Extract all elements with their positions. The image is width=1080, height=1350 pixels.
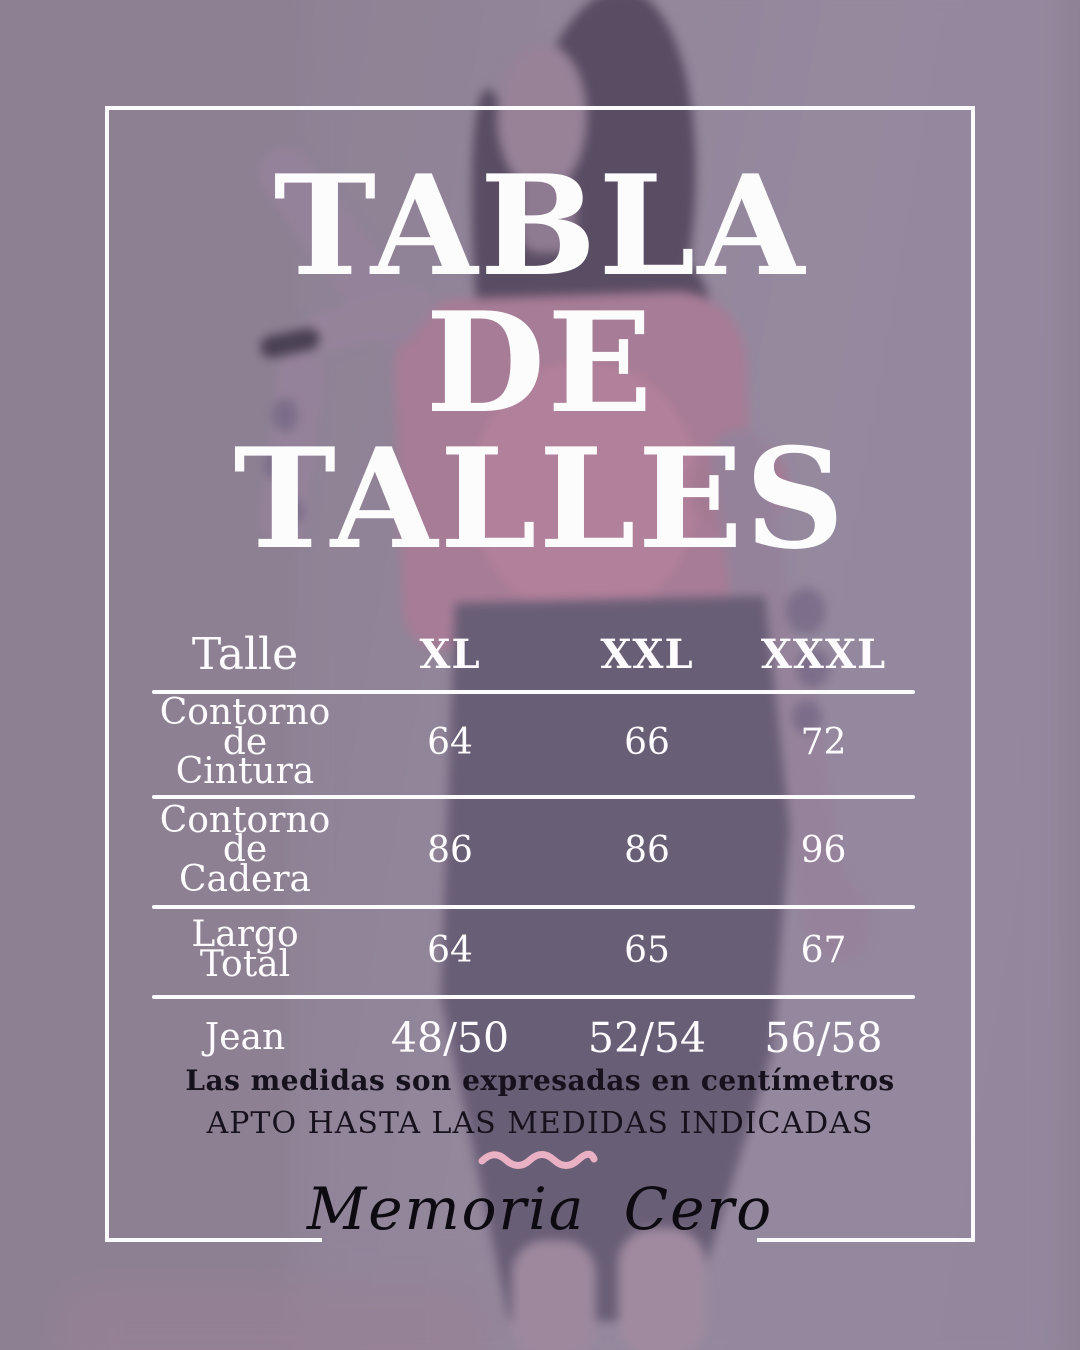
table-cell-value: 96: [800, 829, 847, 871]
title-line: TABLA: [273, 144, 807, 307]
figure-tattoo: [792, 700, 822, 734]
row-label-line: de Cadera: [178, 829, 312, 900]
frame-border-right: [971, 106, 975, 1242]
frame-border-left: [105, 106, 109, 1242]
frame-border-top: [105, 106, 975, 110]
table-cell-value: 72: [800, 722, 847, 763]
table-cell-value: 48/50: [390, 1013, 510, 1062]
table-rule: [152, 995, 915, 999]
table-cell-value: 65: [624, 929, 670, 971]
figure-tattoo: [786, 588, 826, 634]
table-cell-value: 86: [427, 829, 473, 871]
wavy-underline-icon: [478, 1150, 598, 1169]
row-label-line: Largo Total: [191, 914, 299, 985]
table-rule: [152, 690, 915, 694]
table-cell-value: 56/58: [764, 1013, 883, 1062]
table-row-label: Jean: [152, 995, 338, 1080]
table-header-talle: Talle: [191, 628, 299, 680]
page-title: TABLA DE TALLES: [0, 144, 1080, 581]
table-rule: [152, 795, 915, 799]
table-cell-value: 86: [624, 829, 670, 871]
table-row-label: Contorno de Cadera: [152, 795, 338, 905]
notes-block: Las medidas son expresadas en centímetro…: [0, 1064, 1080, 1141]
table-header-xxl: XXL: [600, 630, 694, 678]
table-row-label: Contorno de Cintura: [152, 690, 338, 795]
table-cell-value: 64: [427, 722, 473, 763]
size-table: Talle XL XXL XXXL Contorno de Cintura 64…: [152, 618, 915, 1078]
figure-tattoo: [796, 648, 830, 688]
title-line: DE: [425, 280, 655, 444]
figure-neck: [520, 175, 576, 253]
figure-tattoo: [272, 398, 298, 432]
row-label-line: Jean: [204, 1016, 286, 1058]
table-rule: [152, 905, 915, 909]
table-cell-value: 64: [427, 929, 473, 971]
title-line: TALLES: [233, 417, 847, 581]
size-table-grid: Talle XL XXL XXXL Contorno de Cintura 64…: [152, 618, 915, 1080]
figure-tattoo: [264, 450, 286, 480]
row-label-line: Contorno: [159, 692, 331, 734]
frame-border-bottom-right: [757, 1238, 975, 1242]
figure-shirt-highlight: [470, 360, 700, 620]
table-row-label: Largo Total: [152, 905, 338, 995]
table-cell-value: 67: [800, 929, 847, 971]
figure-left-leg: [512, 1240, 596, 1350]
table-cell-value: 52/54: [587, 1013, 707, 1062]
brand-logo: Memoria Cero: [306, 1175, 774, 1243]
figure-right-leg: [618, 1228, 706, 1350]
table-header-xl: XL: [419, 630, 481, 678]
frame-border-bottom-left: [105, 1238, 322, 1242]
figure-tattoo: [280, 498, 304, 524]
table-header-xxxl: XXXL: [760, 630, 887, 678]
photo-floor-hint: [60, 1285, 490, 1350]
table-cell-value: 66: [624, 722, 670, 763]
note-units: Las medidas son expresadas en centímetro…: [185, 1064, 895, 1097]
note-fit: APTO HASTA LAS MEDIDAS INDICADAS: [206, 1106, 874, 1141]
row-label-line: de Cintura: [175, 721, 315, 793]
row-label-line: Contorno: [159, 799, 331, 841]
figure-face: [497, 42, 587, 192]
